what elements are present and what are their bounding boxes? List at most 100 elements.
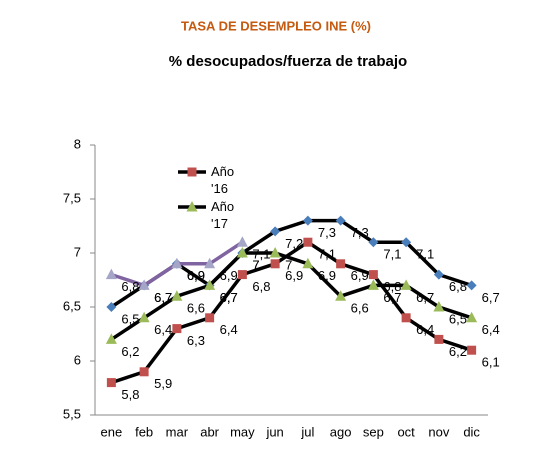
marker [302, 215, 313, 226]
marker [433, 301, 445, 312]
data-label: 6,2 [121, 344, 139, 359]
x-tick-label: mar [166, 424, 189, 439]
marker [270, 259, 280, 269]
y-tick-label: 7 [74, 244, 81, 259]
data-label: 7 [252, 257, 259, 272]
marker [368, 237, 379, 248]
marker [204, 257, 216, 269]
marker [106, 302, 117, 312]
marker [303, 237, 313, 247]
marker [368, 270, 378, 280]
data-label: 6,5 [449, 311, 467, 326]
y-tick-label: 6 [74, 352, 81, 367]
legend-marker [186, 201, 198, 212]
data-label: 6,7 [416, 290, 434, 305]
data-label: 6,2 [449, 344, 467, 359]
x-tick-label: abr [200, 424, 219, 439]
marker [105, 333, 117, 344]
marker [106, 378, 116, 388]
data-label: 6,8 [252, 279, 270, 294]
data-label: 6,9 [318, 268, 336, 283]
legend-label: Año '17 [211, 199, 235, 231]
data-label: 7,1 [318, 247, 336, 262]
data-label: 6,4 [154, 322, 172, 337]
data-label: 7,1 [416, 247, 434, 262]
marker [367, 279, 379, 290]
x-tick-label: oct [397, 424, 415, 439]
marker [236, 247, 248, 258]
data-label: 5,8 [121, 387, 139, 402]
marker [205, 313, 215, 323]
data-label: 6,7 [220, 290, 238, 305]
marker [204, 279, 216, 290]
data-label: 7,3 [351, 225, 369, 240]
marker [236, 236, 248, 247]
marker [336, 259, 346, 269]
data-label: 6,9 [187, 268, 205, 283]
marker [400, 279, 412, 290]
chart-subtitle: % desocupados/fuerza de trabajo [169, 53, 407, 70]
marker [302, 257, 314, 269]
marker [138, 311, 150, 323]
marker [139, 367, 149, 377]
chart-title: TASA DE DESEMPLEO INE (%) [181, 18, 371, 33]
legend-marker [187, 167, 197, 177]
x-tick-label: jun [265, 424, 283, 439]
marker [171, 290, 183, 301]
x-tick-label: sep [363, 424, 384, 439]
marker [269, 247, 281, 258]
marker [270, 226, 281, 237]
data-label: 7,1 [383, 247, 401, 262]
series-line [110, 251, 473, 341]
data-label: 6,4 [220, 322, 238, 337]
data-label: 6,1 [482, 355, 500, 370]
legend-label: Año '16 [211, 164, 235, 196]
data-label: 6,7 [482, 290, 500, 305]
data-label: 6,4 [416, 322, 434, 337]
marker [335, 215, 346, 226]
data-label: 7 [285, 257, 292, 272]
y-tick-label: 8 [74, 136, 81, 151]
x-tick-label: ene [101, 424, 123, 439]
data-label: 7 [252, 257, 259, 272]
marker [466, 280, 477, 291]
y-tick-label: 7,5 [63, 190, 81, 205]
data-label: 6,7 [154, 290, 172, 305]
data-label: 6,9 [285, 268, 303, 283]
marker [171, 257, 183, 269]
data-label: 6,3 [187, 333, 205, 348]
y-tick-label: 6,5 [63, 298, 81, 313]
marker [466, 311, 478, 323]
y-tick-label: 5,5 [63, 406, 81, 421]
data-label: 6,9 [220, 268, 238, 283]
x-tick-label: may [230, 424, 255, 439]
marker [401, 237, 412, 248]
marker [467, 345, 477, 355]
data-label: 7,3 [318, 225, 336, 240]
x-tick-label: feb [135, 424, 153, 439]
data-label: 6,8 [449, 279, 467, 294]
data-label: 6,6 [187, 301, 205, 316]
marker [237, 270, 247, 280]
data-label: 6,6 [351, 301, 369, 316]
data-label: 6,9 [351, 268, 369, 283]
data-label: 7,1 [252, 247, 270, 262]
data-label: 5,9 [154, 376, 172, 391]
marker [401, 313, 411, 323]
x-tick-label: nov [428, 424, 449, 439]
marker [172, 324, 182, 334]
x-tick-label: dic [463, 424, 480, 439]
data-label: 6,7 [383, 290, 401, 305]
marker [335, 290, 347, 301]
data-label: 6,8 [121, 279, 139, 294]
marker [434, 334, 444, 344]
x-tick-label: jul [300, 424, 314, 439]
data-label: 6,4 [482, 322, 500, 337]
x-tick-label: ago [330, 424, 352, 439]
marker [433, 269, 444, 280]
marker [138, 279, 150, 290]
data-label: 6,9 [187, 268, 205, 283]
marker [105, 268, 117, 280]
